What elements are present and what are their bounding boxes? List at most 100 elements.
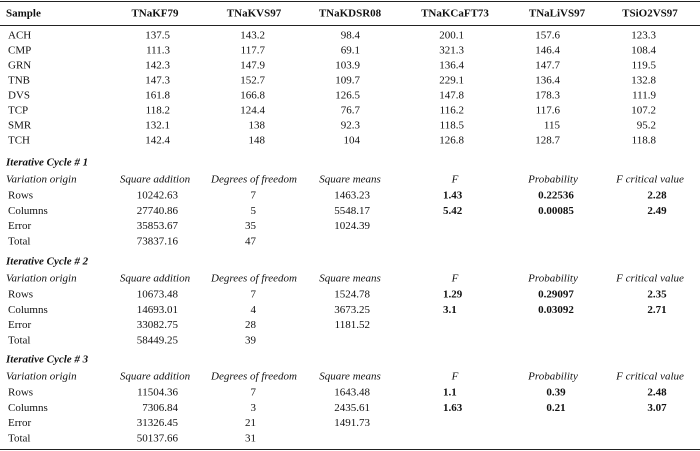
cell: 147.8: [439, 90, 464, 102]
cycle-header-cell: F: [451, 371, 459, 383]
cell: 33082.75: [137, 319, 179, 331]
header-cell: TNaLiVS97: [529, 8, 586, 20]
cell: 3673.25: [334, 304, 370, 316]
cell: 108.4: [631, 45, 656, 57]
cell: 136.4: [439, 60, 464, 72]
header-cell: Sample: [6, 8, 41, 20]
cycle-header-cell: Variation origin: [6, 174, 77, 186]
cell: 92.3: [341, 120, 361, 132]
cell: 1.43: [443, 190, 463, 202]
cell: 137.5: [145, 30, 170, 42]
cell: 117.7: [241, 45, 266, 57]
cycle-title: Iterative Cycle # 1: [5, 157, 88, 169]
cycle-title: Iterative Cycle # 2: [5, 256, 89, 268]
cell: 157.6: [535, 30, 560, 42]
cell: 119.5: [632, 60, 657, 72]
header-cell: TNaKDSR08: [319, 8, 382, 20]
cell: 58449.25: [137, 334, 179, 346]
cell: 3.1: [443, 304, 457, 316]
cell: Rows: [8, 190, 33, 202]
cell: 7: [251, 190, 257, 202]
cell: TNB: [8, 75, 30, 87]
cell: 118.2: [146, 105, 170, 117]
cycle-header-cell: Probability: [527, 174, 578, 186]
cell: 117.6: [536, 105, 561, 117]
cell: 1524.78: [334, 289, 370, 301]
header-cell: TNaKCaFT73: [421, 8, 489, 20]
header-cell: TNaKVS97: [227, 8, 282, 20]
cell: 107.2: [631, 105, 656, 117]
cell: 166.8: [240, 90, 265, 102]
cell: 11504.36: [137, 387, 178, 399]
cell: 5548.17: [334, 205, 370, 217]
cycle-header-cell: F: [451, 174, 459, 186]
cell: 142.3: [145, 60, 170, 72]
cell: Rows: [8, 387, 33, 399]
cell: 95.2: [637, 120, 656, 132]
cell: 28: [245, 319, 257, 331]
cell: 104: [344, 135, 361, 147]
cell: 118.8: [632, 135, 657, 147]
cycle-header-cell: Probability: [527, 273, 578, 285]
cell: 5.42: [443, 205, 463, 217]
cell: 142.4: [145, 135, 170, 147]
cell: 0.29097: [538, 289, 574, 301]
cell: 147.3: [145, 75, 170, 87]
cycle-header-cell: Variation origin: [6, 371, 77, 383]
cell: 1.63: [443, 402, 463, 414]
cell: 10242.63: [137, 190, 179, 202]
cell: 1.1: [443, 387, 457, 399]
cell: 138: [249, 120, 266, 132]
cell: 123.3: [631, 30, 656, 42]
cell: 21: [245, 417, 256, 429]
cell: 1024.39: [334, 220, 370, 232]
cell: 31: [245, 432, 256, 444]
cell: 1463.23: [334, 190, 370, 202]
cycle-header-cell: Square addition: [120, 371, 191, 383]
cell: 73837.16: [137, 235, 179, 247]
cell: 321.3: [439, 45, 464, 57]
cell: 50137.66: [137, 432, 179, 444]
cell: 116.2: [440, 105, 464, 117]
cell: 111.9: [632, 90, 656, 102]
cell: 147.7: [535, 60, 560, 72]
cell: 229.1: [439, 75, 464, 87]
header-cell: TNaKF79: [131, 8, 179, 20]
cell: 3.07: [647, 402, 667, 414]
cell: Columns: [8, 402, 48, 414]
cell: CMP: [8, 45, 31, 57]
cell: 200.1: [439, 30, 464, 42]
cell: 0.22536: [538, 190, 574, 202]
cell: 178.3: [535, 90, 560, 102]
cycle-header-cell: F critical value: [615, 273, 684, 285]
cell: 136.4: [535, 75, 560, 87]
cycle-header-cell: F: [451, 273, 459, 285]
cycle-header-cell: Square means: [319, 273, 381, 285]
cell: 1.29: [443, 289, 463, 301]
cell: 2.71: [647, 304, 666, 316]
cell: Error: [8, 220, 32, 232]
cell: 0.39: [546, 387, 566, 399]
cycle-header-cell: Degrees of freedom: [210, 273, 297, 285]
cell: 2.49: [647, 205, 667, 217]
cell: 152.7: [240, 75, 265, 87]
cell: 7: [251, 387, 257, 399]
cell: 0.03092: [538, 304, 574, 316]
cell: 124.4: [240, 105, 265, 117]
cell: 2.48: [647, 387, 667, 399]
cell: 148: [249, 135, 266, 147]
cell: 98.4: [341, 30, 361, 42]
cell: 126.8: [439, 135, 464, 147]
cell: 2435.61: [334, 402, 370, 414]
cycle-header-cell: Variation origin: [6, 273, 77, 285]
header-cell: TSiO2VS97: [622, 8, 678, 20]
cell: ACH: [8, 30, 31, 42]
cell: 39: [245, 334, 257, 346]
cell: 14693.01: [137, 304, 178, 316]
cell: 35853.67: [137, 220, 179, 232]
cell: 0.00085: [538, 205, 574, 217]
cell: SMR: [8, 120, 32, 132]
cell: DVS: [8, 90, 30, 102]
cell: 47: [245, 235, 257, 247]
